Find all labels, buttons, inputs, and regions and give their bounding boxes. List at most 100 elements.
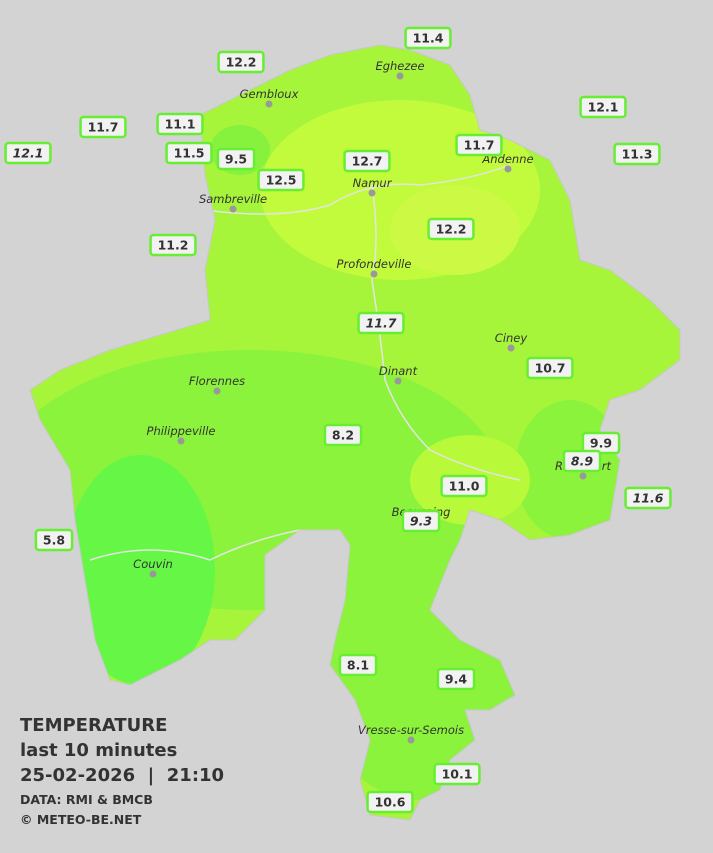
- city-label: Couvin: [133, 557, 173, 571]
- station: 11.7: [79, 115, 127, 139]
- city-label: Philippeville: [147, 424, 216, 438]
- city-dot: [368, 189, 376, 197]
- station-box: [357, 311, 405, 335]
- station-value: 11.3: [622, 147, 653, 162]
- station: 9.4: [436, 667, 476, 691]
- station-box: [436, 667, 476, 691]
- station: 11.4: [404, 26, 452, 50]
- city-dot: [177, 437, 185, 445]
- station: 12.1: [4, 141, 52, 165]
- station: 10.7: [526, 356, 574, 380]
- station-box: [526, 356, 574, 380]
- city-dot: [504, 165, 512, 173]
- station-value: 11.0: [449, 479, 480, 494]
- river: [204, 164, 511, 215]
- station-value: 12.7: [352, 154, 383, 169]
- station-value: 10.6: [375, 795, 406, 810]
- station: 11.7: [455, 133, 503, 157]
- city-label: Ciney: [495, 331, 528, 345]
- station-value: 12.1: [588, 100, 619, 115]
- station-box: [440, 474, 488, 498]
- station-value: 9.3: [410, 514, 432, 529]
- legend-source: DATA: RMI & BMCB: [20, 792, 153, 807]
- station-box: [323, 423, 363, 447]
- station: 9.9: [581, 431, 621, 455]
- city-dot: [370, 270, 378, 278]
- station-box: [579, 95, 627, 119]
- station: 12.2: [427, 217, 475, 241]
- station-value: 11.7: [88, 120, 119, 135]
- station-box: [79, 115, 127, 139]
- station-box: [4, 141, 52, 165]
- station-value: 11.7: [464, 138, 495, 153]
- station-value: 10.7: [535, 361, 566, 376]
- city-dot: [149, 570, 157, 578]
- station: 5.8: [34, 528, 74, 552]
- station-box: [338, 653, 378, 677]
- station-value: 8.9: [571, 454, 593, 469]
- stations: 11.4 12.2 12.1 11.7 11.1 12.1 11.5 9.5 11.7 11.3 1…: [4, 26, 672, 814]
- city-label: Vresse-sur-Semois: [358, 723, 464, 737]
- station: 8.9: [562, 449, 602, 473]
- legend: TEMPERATURE last 10 minutes 25-02-2026 |…: [20, 715, 224, 827]
- station-value: 9.5: [225, 152, 247, 167]
- station-value: 9.4: [445, 672, 467, 687]
- station-box: [562, 449, 602, 473]
- legend-title: TEMPERATURE: [20, 715, 167, 736]
- city-label: Profondeville: [337, 257, 412, 271]
- city-label: Namur: [353, 176, 393, 190]
- city-dot: [579, 472, 587, 480]
- city-label: Sambreville: [199, 192, 267, 206]
- station-box: [216, 147, 256, 171]
- station: 8.1: [338, 653, 378, 677]
- cities: EghezeeGemblouxAndenneNamurSambrevillePr…: [133, 59, 612, 744]
- station-value: 11.5: [174, 146, 205, 161]
- river: [371, 184, 521, 481]
- station: 11.5: [165, 141, 213, 165]
- station-value: 12.2: [226, 55, 257, 70]
- legend-period: last 10 minutes: [20, 740, 177, 761]
- station-value: 12.5: [266, 173, 297, 188]
- station: 12.2: [217, 50, 265, 74]
- city-dot: [265, 100, 273, 108]
- station-value: 11.2: [158, 238, 189, 253]
- station-box: [366, 790, 414, 814]
- station: 11.1: [156, 112, 204, 136]
- station-box: [343, 149, 391, 173]
- station-value: 11.4: [413, 31, 444, 46]
- station-box: [165, 141, 213, 165]
- station-box: [257, 168, 305, 192]
- city-dot: [396, 72, 404, 80]
- station-box: [149, 233, 197, 257]
- station: 10.1: [433, 762, 481, 786]
- legend-timestamp: 25-02-2026 | 21:10: [20, 765, 224, 786]
- city-label: Florennes: [189, 374, 245, 388]
- city-label: Gembloux: [240, 87, 299, 101]
- station-box: [404, 26, 452, 50]
- station-value: 5.8: [43, 533, 65, 548]
- station-box: [401, 509, 441, 533]
- station: 9.5: [216, 147, 256, 171]
- station: 11.2: [149, 233, 197, 257]
- station-value: 8.1: [347, 658, 369, 673]
- station: 11.0: [440, 474, 488, 498]
- station-box: [613, 142, 661, 166]
- station-value: 10.1: [442, 767, 473, 782]
- station-box: [624, 486, 672, 510]
- city-label: Dinant: [379, 364, 418, 378]
- temp-zone: [65, 455, 215, 685]
- station: 12.1: [579, 95, 627, 119]
- station-box: [455, 133, 503, 157]
- station-value: 8.2: [332, 428, 354, 443]
- station: 12.5: [257, 168, 305, 192]
- station: 11.7: [357, 311, 405, 335]
- city-label: Eghezee: [375, 59, 424, 73]
- station-value: 11.7: [366, 316, 397, 331]
- station-box: [217, 50, 265, 74]
- city-dot: [394, 377, 402, 385]
- station: 8.2: [323, 423, 363, 447]
- station-box: [34, 528, 74, 552]
- station: 11.3: [613, 142, 661, 166]
- station: 12.7: [343, 149, 391, 173]
